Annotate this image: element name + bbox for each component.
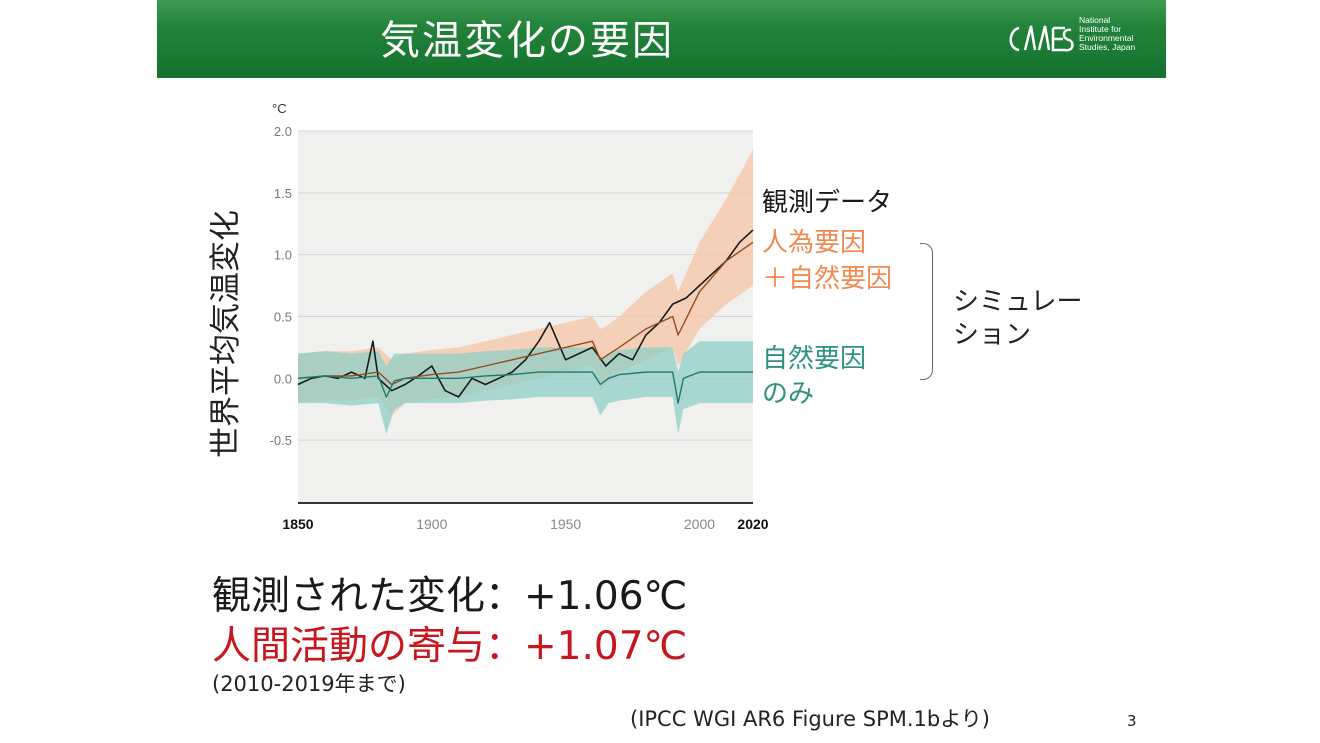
logo-text-line: Studies, Japan (1079, 42, 1136, 52)
simulation-bracket (920, 243, 933, 380)
title-banner: 気温変化の要因 National Institute for Environme… (157, 0, 1166, 78)
source-citation: (IPCC WGI AR6 Figure SPM.1bより) (630, 707, 990, 731)
observed-series-line (297, 229, 754, 398)
legend-human-natural-line1: 人為要因 (762, 228, 867, 258)
observed-change-text: 観測された変化：+1.06℃ (212, 574, 688, 619)
slide-title: 気温変化の要因 (380, 18, 674, 64)
logo-text-line: National (1079, 15, 1111, 25)
y-tick-label: 1.5 (274, 186, 292, 201)
legend-human-natural-line2: ＋自然要因 (762, 264, 893, 294)
x-tick-label: 2020 (737, 516, 768, 532)
y-tick-label: 2.0 (274, 124, 292, 139)
simulation-label-line1: シミュレー (953, 287, 1083, 317)
logo-text-line: Institute for (1079, 24, 1122, 34)
x-tick-label: 2000 (684, 516, 715, 532)
y-tick-label: 0.5 (274, 310, 292, 325)
human-natural-series-line (297, 241, 754, 386)
y-tick-label: 1.0 (274, 248, 292, 263)
x-tick-label: 1950 (550, 516, 581, 532)
legend-observed: 観測データ (762, 188, 893, 218)
legend-natural-line1: 自然要因 (762, 344, 867, 374)
natural-range-band (298, 341, 753, 434)
legend-natural-line2: のみ (762, 379, 815, 409)
nies-logo-icon (1009, 25, 1074, 52)
y-unit-label: °C (272, 101, 287, 116)
natural-series-line (297, 371, 753, 404)
simulation-label-line2: ション (953, 320, 1032, 350)
y-tick-label: 0.0 (274, 371, 292, 386)
x-tick-label: 1900 (416, 516, 447, 532)
human-contribution-text: 人間活動の寄与：+1.07℃ (212, 624, 688, 669)
page-number: 3 (1127, 712, 1137, 730)
logo-text: National Institute for Environmental Stu… (1079, 16, 1135, 52)
y-tick-label: -0.5 (270, 433, 292, 448)
x-tick-label: 1850 (282, 516, 313, 532)
logo-text-line: Environmental (1079, 33, 1134, 43)
y-axis-title: 世界平均気温変化 (208, 210, 244, 458)
period-note: (2010-2019年まで) (212, 672, 406, 696)
